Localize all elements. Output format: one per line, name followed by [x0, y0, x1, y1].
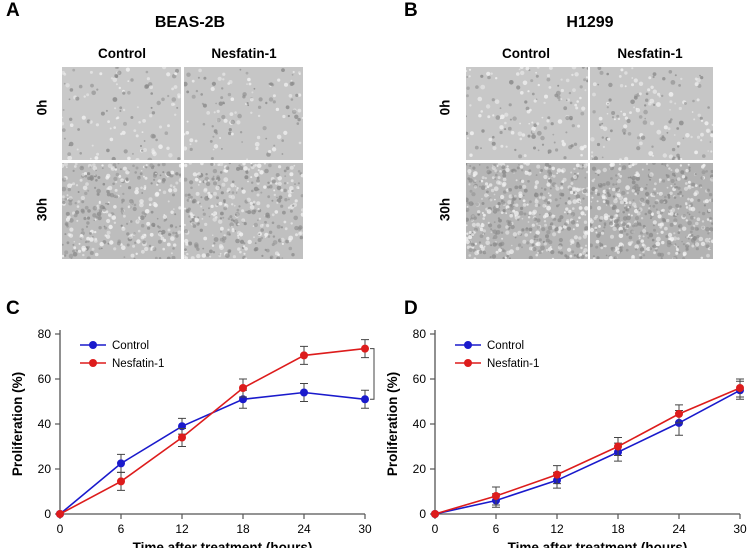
- data-point-control: [117, 459, 125, 468]
- x-tick-label: 6: [493, 522, 500, 536]
- data-point-nesfatin-1: [553, 470, 561, 479]
- panel-b-row-30h: 30h: [437, 197, 453, 222]
- y-tick-label: 60: [38, 372, 52, 386]
- y-tick-label: 80: [413, 327, 427, 341]
- micrograph-beas2b-nesfatin-0h: [184, 67, 303, 160]
- series-line-control: [434, 389, 741, 515]
- data-point-control: [361, 395, 369, 404]
- y-tick-label: 20: [38, 462, 52, 476]
- panel-a-letter: A: [6, 0, 20, 21]
- micrograph-h1299-nesfatin-30h: [590, 163, 713, 259]
- data-point-nesfatin-1: [431, 510, 439, 518]
- legend-label: Control: [487, 340, 524, 352]
- x-tick-label: 12: [550, 522, 564, 536]
- y-tick-label: 80: [38, 327, 52, 341]
- data-point-nesfatin-1: [614, 442, 622, 451]
- data-point-nesfatin-1: [361, 344, 369, 353]
- panel-a-col-nesfatin: Nesfatin-1: [211, 46, 277, 61]
- x-axis-label: Time after treatment (hours): [133, 540, 313, 548]
- y-axis-label: Proliferation (%): [10, 372, 25, 476]
- micrograph-h1299-nesfatin-0h: [590, 67, 713, 160]
- chart-d: 0 20 40 60 80 0 6 12 18 24 30 Time after treatment …: [375, 320, 750, 553]
- x-tick-label: 0: [57, 522, 64, 536]
- x-tick-label: 24: [297, 522, 311, 536]
- y-tick-label: 0: [419, 507, 426, 521]
- significance-bracket: [370, 348, 375, 400]
- data-point-nesfatin-1: [736, 384, 744, 392]
- data-point-nesfatin-1: [675, 409, 683, 418]
- chart-c: 0 20 40 60 80 0 6 12 18 24 30 Time after treatment …: [0, 320, 385, 553]
- y-tick-label: 40: [38, 417, 52, 431]
- series-line-control: [59, 391, 366, 515]
- legend-label: Nesfatin-1: [112, 358, 164, 370]
- panel-d-letter: D: [404, 298, 418, 319]
- y-tick-label: 20: [413, 462, 427, 476]
- data-point-nesfatin-1: [117, 477, 125, 486]
- x-tick-label: 18: [611, 522, 625, 536]
- x-tick-label: 0: [432, 522, 439, 536]
- y-tick-label: 0: [44, 507, 51, 521]
- x-axis-label: Time after treatment (hours): [508, 540, 688, 548]
- panel-b-col-control: Control: [502, 46, 550, 61]
- y-axis-label: Proliferation (%): [385, 372, 400, 476]
- x-tick-label: 6: [118, 522, 125, 536]
- data-point-nesfatin-1: [56, 510, 64, 518]
- legend-marker: [89, 341, 97, 349]
- panel-a-row-30h: 30h: [34, 197, 50, 222]
- legend-marker: [89, 359, 97, 367]
- micrograph-beas2b-control-30h: [62, 163, 181, 259]
- data-point-control: [300, 388, 308, 397]
- micrograph-h1299-control-30h: [466, 163, 588, 259]
- x-tick-label: 30: [358, 522, 372, 536]
- panel-a-col-control: Control: [98, 46, 146, 61]
- micrograph-beas2b-nesfatin-30h: [184, 163, 303, 259]
- panel-b-letter: B: [404, 0, 418, 21]
- legend-label: Control: [112, 340, 149, 352]
- panel-a-title: BEAS-2B: [154, 14, 226, 31]
- micrograph-beas2b-control-0h: [62, 67, 181, 160]
- x-tick-label: 24: [672, 522, 686, 536]
- series-line-nesfatin-1: [59, 347, 366, 515]
- legend-marker: [464, 359, 472, 367]
- panel-a-row-0h: 0h: [34, 99, 50, 116]
- legend-label: Nesfatin-1: [487, 358, 539, 370]
- data-point-nesfatin-1: [300, 351, 308, 360]
- panel-b-row-0h: 0h: [437, 99, 453, 116]
- x-tick-label: 12: [175, 522, 189, 536]
- series-line-nesfatin-1: [434, 387, 741, 515]
- panel-b-col-nesfatin: Nesfatin-1: [617, 46, 683, 61]
- data-point-nesfatin-1: [239, 384, 247, 392]
- x-tick-label: 30: [733, 522, 747, 536]
- micrograph-h1299-control-0h: [466, 67, 588, 160]
- data-point-nesfatin-1: [178, 433, 186, 442]
- y-tick-label: 40: [413, 417, 427, 431]
- x-tick-label: 18: [236, 522, 250, 536]
- data-point-nesfatin-1: [492, 492, 500, 500]
- y-tick-label: 60: [413, 372, 427, 386]
- panel-c-letter: C: [6, 298, 20, 319]
- legend-marker: [464, 341, 472, 349]
- panel-b-title: H1299: [566, 14, 614, 31]
